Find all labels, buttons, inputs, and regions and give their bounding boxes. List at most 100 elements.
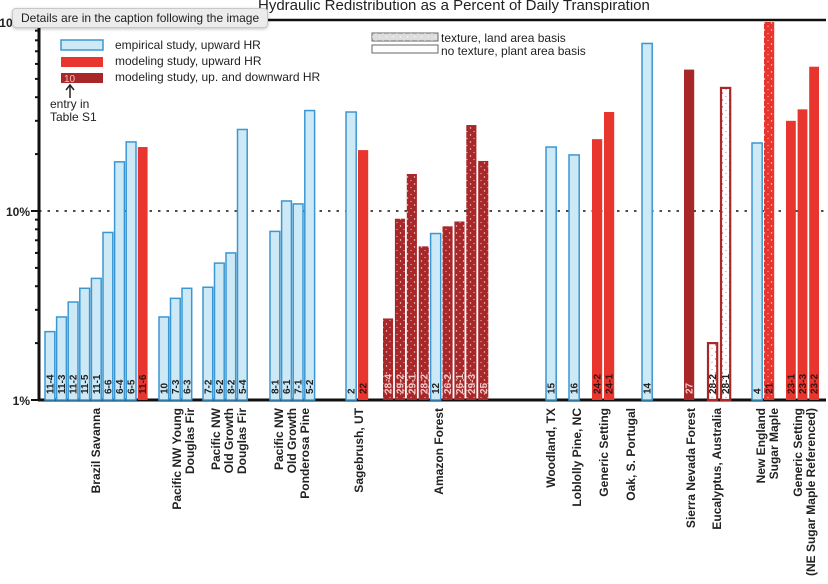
bar-entry-label: 6-2: [215, 379, 226, 394]
bar: [90, 277, 102, 401]
bar: [809, 66, 819, 401]
bar-entry-label: 23-2: [810, 374, 821, 394]
bar-entry-label: 11-6: [138, 374, 149, 394]
group-label: Sugar Maple: [767, 408, 781, 480]
group-label: Ponderosa Pine: [298, 408, 312, 499]
group-label: Douglas Fir: [183, 408, 197, 474]
bar: [169, 297, 181, 401]
bar-entry-label: 22: [359, 382, 370, 394]
bar-group: 14 Oak, S. Portugal: [624, 42, 654, 501]
bar-entry-label: 4: [753, 388, 764, 394]
group-label: Old Growth: [222, 408, 236, 473]
bar-group: 4 21 New England Sugar Maple: [751, 22, 781, 483]
legend-swatch-model-up: [61, 57, 103, 67]
bar: [292, 203, 304, 401]
bar: [158, 316, 170, 401]
arrow-head-icon: [65, 83, 75, 91]
bar-entry-label: 16: [570, 382, 581, 394]
bar-entry-label: 26-2: [443, 374, 454, 394]
group-label: Old Growth: [285, 408, 299, 473]
bar-texture: [442, 226, 453, 400]
bar-group: 11-4 11-3 11-2 11-5 11-1 6-6 6-4 6-5 11-6 Brazil …: [44, 141, 149, 493]
bar-entry-label: 24-2: [593, 374, 604, 394]
bars: 11-4 11-3 11-2 11-5 11-1 6-6 6-4 6-5 11-6 Brazil …: [44, 22, 821, 576]
bar: [67, 301, 79, 401]
group-label: Sierra Nevada Forest: [684, 408, 698, 528]
bar-group: 27 Sierra Nevada Forest: [684, 69, 698, 528]
bar: [269, 230, 281, 401]
legend-swatch-empirical: [60, 39, 104, 51]
bar: [786, 120, 796, 400]
bar-entry-label: 11-4: [45, 374, 56, 394]
bar-entry-label: 29-1: [407, 374, 418, 394]
bar: [236, 128, 248, 401]
bar-texture: [478, 160, 489, 400]
bar: [213, 262, 225, 401]
group-label: Generic Setting: [597, 408, 611, 497]
group-label: Loblolly Pine, NC: [570, 408, 584, 507]
bar-entry-label: 28-2: [419, 374, 430, 394]
bar-texture: [394, 218, 405, 400]
legend-label: modeling study, up. and downward HR: [115, 70, 321, 84]
bar: [797, 109, 808, 401]
legend-note: entry in: [50, 97, 89, 111]
bar: [429, 232, 442, 401]
bar-group: 15 Woodland, TX: [544, 146, 558, 488]
legend-label: empirical study, upward HR: [115, 38, 261, 52]
y-tick-label: 1%: [13, 394, 31, 408]
bar-entry-label: 28-4: [384, 374, 395, 394]
bar-texture: [406, 173, 417, 400]
bar-group: 23-1 23-3 23-2 Generic Setting (NE Sugar Map…: [786, 66, 821, 576]
bar: [592, 139, 603, 400]
bar-group: 7-2 6-2 8-2 5-4 Pacific NW Old Growth Douglas …: [202, 128, 249, 474]
bar: [137, 147, 148, 400]
bar-entry-label: 23-1: [786, 374, 797, 394]
bar-entry-label: 7-1: [294, 379, 305, 394]
bar-texture: [708, 343, 718, 400]
bar-group: 8-1 6-1 7-1 5-2 Pacific NW Old Growth Ponderos…: [269, 109, 316, 499]
bar-entry-label: 11-1: [92, 374, 103, 394]
bar-entry-label: 6-1: [282, 379, 293, 394]
bar: [280, 200, 293, 401]
bar-entry-label: 27: [685, 382, 696, 394]
group-label: Oak, S. Portugal: [624, 408, 638, 501]
bar-group: 24-2 24-1 Generic Setting: [592, 112, 616, 497]
group-label: Eucalyptus, Australia: [710, 408, 724, 530]
bar-entry-label: 12: [431, 382, 442, 394]
bar-texture: [466, 125, 477, 400]
bar-entry-label: 6-6: [103, 379, 114, 394]
bar: [358, 150, 369, 400]
bar-entry-label: 15: [547, 382, 558, 394]
group-label: Generic Setting: [791, 408, 805, 497]
bar: [113, 161, 126, 401]
bar-texture: [721, 87, 731, 401]
bar-entry-label: 11-3: [57, 374, 68, 394]
legend-texture-dots: [372, 33, 438, 41]
bar-entry-label: 6-3: [182, 379, 193, 394]
caption-tooltip: Details are in the caption following the…: [12, 8, 269, 28]
bar-entry-label: 14: [643, 382, 654, 394]
group-label: Pacific NW: [209, 407, 223, 470]
bar-entry-label: 21: [765, 382, 776, 394]
group-label: New England: [754, 408, 768, 483]
bar-group: 28-2 28-1 Eucalyptus, Australia: [706, 86, 732, 530]
legend-example-label: 10: [64, 74, 76, 85]
group-label: Pacific NW Young: [170, 408, 184, 510]
bar: [202, 286, 214, 401]
group-label: Woodland, TX: [544, 408, 558, 488]
group-label: Amazon Forest: [432, 408, 446, 495]
bar: [79, 287, 91, 401]
bar-entry-label: 5-4: [238, 379, 249, 394]
legend-label: no texture, plant area basis: [441, 44, 586, 58]
bar-entry-label: 29-2: [395, 374, 406, 394]
legend-swatch-no-texture: [371, 44, 439, 54]
legend-swatch-model-updown: [61, 73, 103, 83]
bar: [641, 42, 653, 401]
legend-note: Table S1: [50, 110, 97, 124]
bar-group: 2 22 Sagebrush, UT: [345, 111, 370, 493]
bar-entry-label: 11-5: [80, 374, 91, 394]
bar-entry-label: 28-2: [708, 374, 719, 394]
legend-label: modeling study, upward HR: [115, 54, 262, 68]
bar-entry-label: 5-2: [305, 379, 316, 394]
